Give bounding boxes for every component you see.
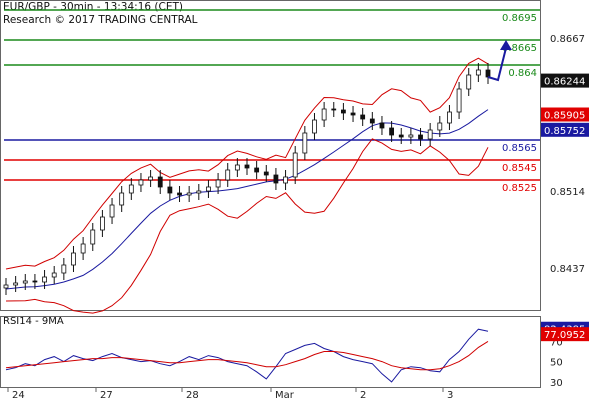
candle-body-1 <box>13 282 19 286</box>
rsi-line <box>5 328 489 383</box>
rsi-tick-1: 50 <box>550 358 563 369</box>
level-label-5: 0.8525 <box>502 183 537 194</box>
candle-body-27 <box>263 171 269 176</box>
date-label-0: 24 <box>12 390 25 400</box>
date-label-1: 27 <box>100 390 113 400</box>
level-label-0: 0.8695 <box>502 13 537 24</box>
candle-body-50 <box>485 69 491 78</box>
rsi-tick-2: 30 <box>550 378 563 389</box>
candle-body-40 <box>389 127 395 136</box>
candle-body-28 <box>273 174 279 184</box>
candle-body-21 <box>206 186 211 192</box>
s1-tag-value: 0.85905 <box>544 111 585 122</box>
price-tick-1: 0.8514 <box>550 187 585 198</box>
level-label-1: 0.8665 <box>502 43 537 54</box>
forecast-arrow-head <box>500 40 512 50</box>
candle-body-7 <box>71 252 76 266</box>
candle-body-38 <box>369 118 375 124</box>
moving-average-line <box>5 109 489 290</box>
candle-body-23 <box>225 169 231 181</box>
candle-body-8 <box>80 243 86 254</box>
candle-body-11 <box>109 204 115 218</box>
bollinger-lower <box>5 138 489 314</box>
candle-body-43 <box>418 134 423 140</box>
candle-body-3 <box>32 280 38 283</box>
candle-body-30 <box>292 152 298 178</box>
rsi-ma-value-tag-box <box>541 327 589 342</box>
rsi-tick-0: 70 <box>550 337 563 348</box>
bollinger-upper <box>5 57 489 270</box>
candle-body-25 <box>244 164 250 169</box>
current-price-tag-box <box>541 73 589 88</box>
current-price-tag-value: 0.86244 <box>544 77 585 88</box>
candle-body-49 <box>475 69 481 76</box>
candle-body-5 <box>51 272 57 278</box>
candle-body-48 <box>466 74 472 90</box>
candle-body-20 <box>196 190 202 194</box>
candle-body-18 <box>177 192 182 196</box>
candle-body-14 <box>138 179 144 186</box>
candle-body-19 <box>186 192 192 196</box>
candle-body-31 <box>302 132 308 154</box>
pivot-tag-box <box>541 122 589 137</box>
candle-body-9 <box>90 229 96 245</box>
candle-body-13 <box>128 184 134 194</box>
candle-body-36 <box>350 112 356 116</box>
candle-body-34 <box>331 108 337 111</box>
candle-body-26 <box>254 167 260 173</box>
price-panel <box>0 0 541 311</box>
candle-body-29 <box>283 176 288 184</box>
rsi-panel <box>0 316 541 388</box>
candle-body-39 <box>379 122 385 129</box>
candle-body-35 <box>340 109 346 114</box>
candle-body-15 <box>148 176 154 181</box>
candle-body-44 <box>427 129 433 140</box>
s1-tag-box <box>541 107 589 122</box>
level-label-3: 0.8565 <box>502 143 537 154</box>
candle-body-47 <box>456 88 462 113</box>
candle-body-17 <box>167 186 173 194</box>
candle-body-22 <box>215 179 221 188</box>
forecast-arrow-line <box>487 47 507 82</box>
pivot-tag-value: 0.85752 <box>544 126 585 137</box>
level-label-2: 0.864 <box>508 68 537 79</box>
candle-body-42 <box>408 134 414 138</box>
date-label-5: 3 <box>447 390 453 400</box>
date-label-4: 2 <box>360 390 366 400</box>
candle-body-4 <box>42 276 47 283</box>
rsi-title: RSI14 - 9MA <box>3 316 64 327</box>
price-tick-2: 0.8437 <box>550 264 585 275</box>
candle-body-37 <box>360 114 366 120</box>
date-label-3: Mar <box>275 390 295 400</box>
candle-body-45 <box>437 122 443 131</box>
candle-body-16 <box>157 176 163 188</box>
candle-body-41 <box>398 134 404 138</box>
candle-body-32 <box>312 119 317 134</box>
rsi-ma-value-tag-value: 77.0952 <box>544 330 585 341</box>
candle-body-12 <box>119 192 125 206</box>
candle-body-46 <box>447 111 452 124</box>
candle-body-10 <box>100 216 105 231</box>
date-label-2: 28 <box>186 390 199 400</box>
rsi-ma-line <box>5 340 489 371</box>
candle-body-0 <box>3 284 9 289</box>
candle-body-2 <box>22 280 28 284</box>
candle-body-33 <box>321 108 327 121</box>
chart-copyright: Research © 2017 TRADING CENTRAL <box>3 14 198 26</box>
candle-body-6 <box>61 264 67 274</box>
price-tick-0: 0.8667 <box>550 34 585 45</box>
level-label-4: 0.8545 <box>502 163 537 174</box>
candle-body-24 <box>234 164 240 171</box>
